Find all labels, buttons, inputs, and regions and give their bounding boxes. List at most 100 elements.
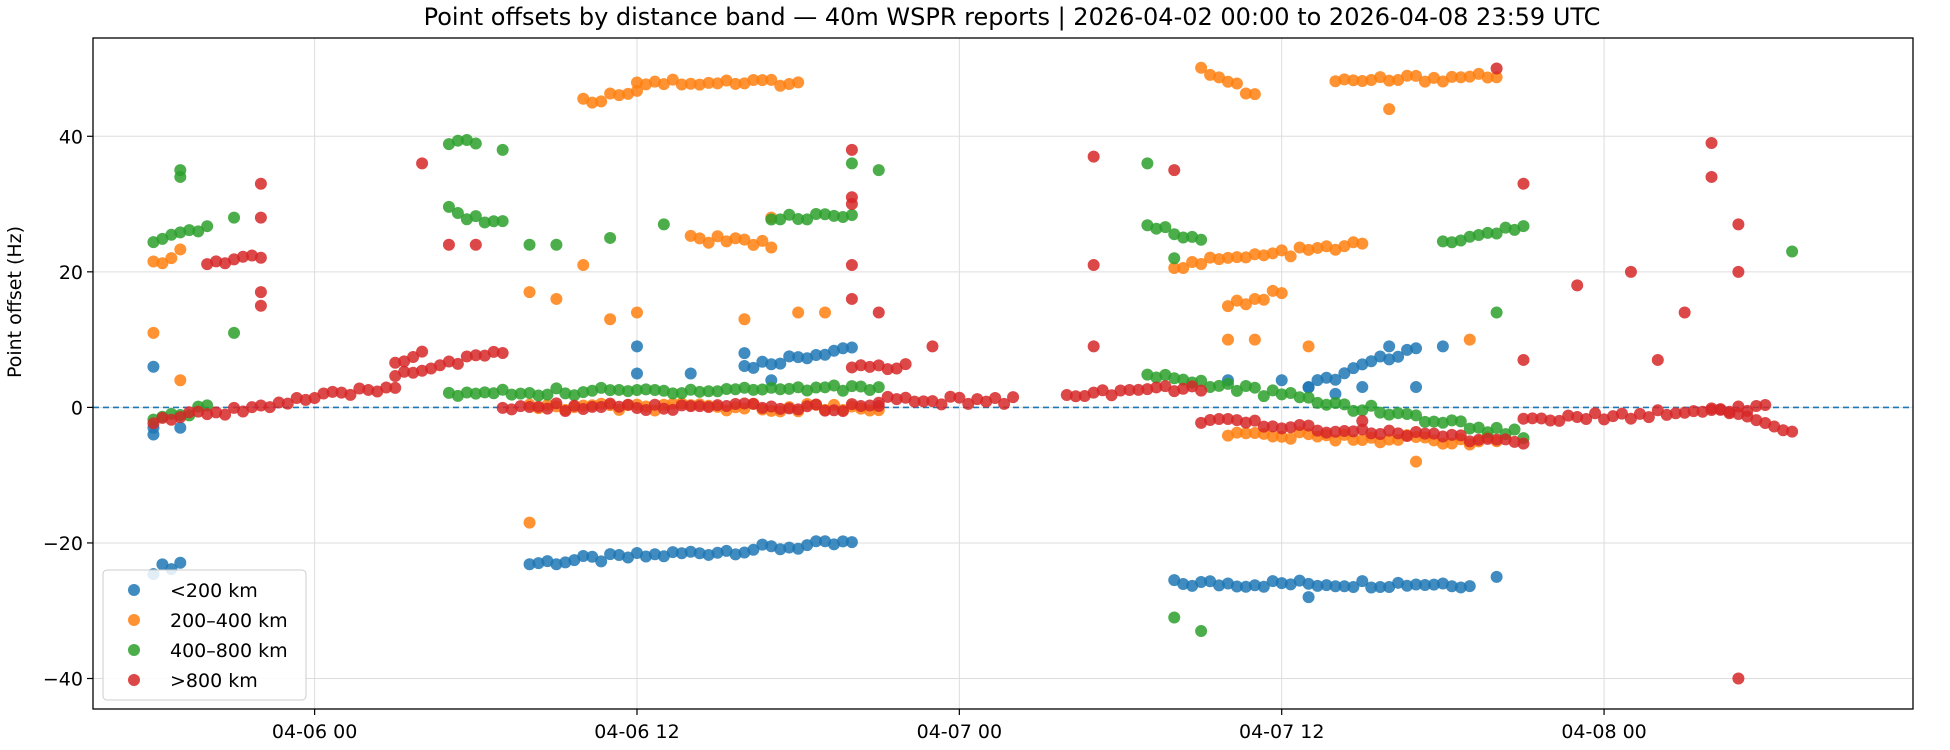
series-1-point xyxy=(684,77,697,90)
series-1-point xyxy=(1248,88,1261,101)
series-3-point xyxy=(326,385,339,398)
series-2-point xyxy=(469,387,482,400)
series-0-point xyxy=(845,341,858,354)
series-2-point xyxy=(845,380,858,393)
series-2-point xyxy=(1213,379,1226,392)
series-2-point xyxy=(1168,611,1181,624)
series-0-point xyxy=(1266,575,1279,588)
series-2-point xyxy=(487,215,500,228)
series-1-point xyxy=(1338,240,1351,253)
series-1-point xyxy=(702,76,715,89)
series-3-point xyxy=(1311,424,1324,437)
series-3-point xyxy=(272,396,285,409)
series-0-point xyxy=(156,558,169,571)
series-2-point xyxy=(1410,409,1423,422)
series-2-point xyxy=(577,386,590,399)
series-1-point xyxy=(147,255,160,268)
series-1-point xyxy=(1230,77,1243,90)
series-2-point xyxy=(613,383,626,396)
series-3-point xyxy=(1213,412,1226,425)
series-1-point xyxy=(630,84,643,97)
series-1-point xyxy=(756,234,769,247)
series-3-point xyxy=(845,259,858,272)
series-3-point xyxy=(962,397,975,410)
legend-box xyxy=(102,569,307,701)
series-3-point xyxy=(1463,435,1476,448)
series-1-point xyxy=(738,233,751,246)
data-points xyxy=(147,61,1799,685)
series-1-point xyxy=(693,78,706,91)
series-2-point xyxy=(478,216,491,229)
series-1-point xyxy=(1195,258,1208,271)
series-3-point xyxy=(1705,402,1718,415)
series-3-point xyxy=(174,411,187,424)
series-0-point xyxy=(1275,374,1288,387)
series-3-point xyxy=(648,398,661,411)
series-1-point xyxy=(756,74,769,87)
series-3-point xyxy=(693,400,706,413)
series-0-point xyxy=(1410,342,1423,355)
series-2-point xyxy=(1472,421,1485,434)
series-2-point xyxy=(1490,306,1503,319)
series-2-point xyxy=(1311,396,1324,409)
series-1-point xyxy=(774,79,787,92)
series-3-point xyxy=(675,399,688,412)
series-2-point xyxy=(819,381,832,394)
series-1-point xyxy=(1186,256,1199,269)
series-0-point xyxy=(586,550,599,563)
series-2-point xyxy=(1159,221,1172,234)
series-1-point xyxy=(1383,103,1396,116)
series-2-point xyxy=(1786,245,1799,258)
series-2-point xyxy=(604,384,617,397)
series-2-point xyxy=(1230,384,1243,397)
legend-marker xyxy=(128,614,140,626)
series-3-point xyxy=(917,395,930,408)
series-3-point xyxy=(720,400,733,413)
series-2-point xyxy=(845,208,858,221)
series-3-point xyxy=(254,251,267,264)
series-2-point xyxy=(1329,397,1342,410)
series-1-point xyxy=(675,78,688,91)
series-3-point xyxy=(380,381,393,394)
series-2-point xyxy=(1266,384,1279,397)
series-0-point xyxy=(1302,591,1315,604)
legend-marker xyxy=(128,584,140,596)
chart-title: Point offsets by distance band — 40m WSP… xyxy=(424,3,1601,31)
series-2-point xyxy=(1302,391,1315,404)
series-3-point xyxy=(747,397,760,410)
series-3-point xyxy=(1660,408,1673,421)
series-1-point xyxy=(577,92,590,105)
series-2-point xyxy=(541,388,554,401)
series-0-point xyxy=(684,545,697,558)
series-3-point xyxy=(1669,407,1682,420)
series-3-point xyxy=(729,397,742,410)
series-0-point xyxy=(819,348,832,361)
series-2-point xyxy=(630,384,643,397)
series-0-point xyxy=(747,361,760,374)
series-3-point xyxy=(890,393,903,406)
series-1-point xyxy=(1239,87,1252,100)
series-3-point xyxy=(236,405,249,418)
series-2-point xyxy=(496,383,509,396)
series-3-point xyxy=(1517,437,1530,450)
series-3-point xyxy=(317,387,330,400)
series-0-point xyxy=(1284,578,1297,591)
series-2-point xyxy=(1168,372,1181,385)
series-2-point xyxy=(228,326,241,339)
series-3-point xyxy=(299,393,312,406)
series-3-point xyxy=(801,400,814,413)
series-0-point xyxy=(604,548,617,561)
series-1-point xyxy=(738,313,751,326)
series-3-point xyxy=(1302,419,1315,432)
series-2-point xyxy=(1517,220,1530,233)
y-tick-label: 20 xyxy=(59,262,83,284)
series-2-point xyxy=(1427,415,1440,428)
series-3-point xyxy=(872,306,885,319)
series-1-point xyxy=(1239,427,1252,440)
series-2-point xyxy=(720,382,733,395)
series-0-point xyxy=(1338,367,1351,380)
series-1-point xyxy=(657,78,670,91)
series-3-point xyxy=(1365,427,1378,440)
series-3-point xyxy=(398,355,411,368)
series-3-point xyxy=(1284,421,1297,434)
